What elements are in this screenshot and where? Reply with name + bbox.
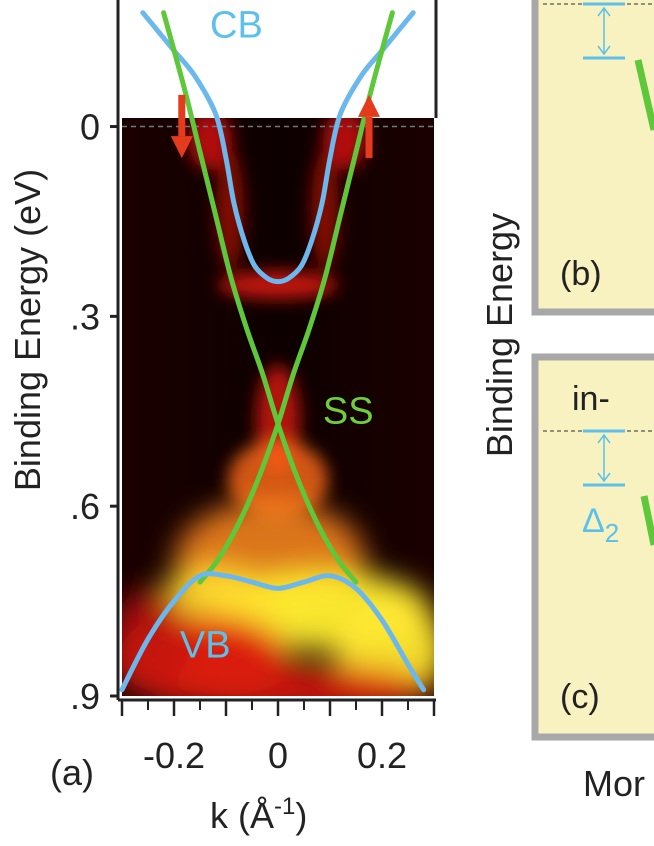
panel-b-gap-arrow-up-icon <box>597 6 611 17</box>
panel-b-label: (b) <box>560 255 602 293</box>
x-tick-label: -0.2 <box>143 735 205 776</box>
panel-b: (b) <box>531 0 654 316</box>
x-tick-label: 0.2 <box>357 735 407 776</box>
x-axis-label-main: k (Å <box>210 795 274 836</box>
panel-b-gap-arrow-down-icon <box>597 45 611 56</box>
annotation-ss: SS <box>323 390 374 432</box>
x-axis-label-sup: -1 <box>274 793 295 820</box>
y-tick-label: 0 <box>80 107 100 148</box>
bottom-right-text: Mor <box>583 763 645 804</box>
panel-a-label: (a) <box>50 752 94 793</box>
x-axis-label: k (Å-1) <box>210 793 307 836</box>
panel-c-text-in: in- <box>572 380 610 418</box>
band-ss-1-curve <box>161 10 359 585</box>
y-axis-label: Binding Energy (eV) <box>7 169 48 491</box>
y-tick-label: .6 <box>70 486 100 527</box>
panel-c-delta-symbol: Δ <box>582 502 605 540</box>
x-tick-label: 0 <box>268 735 288 776</box>
spin-arrows <box>170 94 380 159</box>
spin-arrow-up-icon <box>358 94 380 159</box>
panel-b-box <box>531 0 654 316</box>
spin-arrow-down-icon <box>170 94 193 159</box>
y-tick-label: .3 <box>70 296 100 337</box>
band-cb-curve <box>140 10 416 285</box>
band-annotations: CB SS VB <box>180 4 374 666</box>
panel-c-box <box>531 353 654 741</box>
panel-b-ss-line <box>634 59 654 131</box>
annotation-cb: CB <box>210 4 263 46</box>
panel-c: in- Δ2 (c) <box>531 353 654 741</box>
band-vb-curve <box>119 571 427 693</box>
right-y-axis-label: Binding Energy <box>479 213 520 457</box>
annotation-vb: VB <box>180 624 231 666</box>
band-curves <box>119 10 427 693</box>
panel-a-axes: 0 .3 .6 .9 -0.2 0 0.2 <box>70 0 438 776</box>
x-axis-label-suffix: ) <box>295 795 307 836</box>
panel-c-label: (c) <box>560 678 600 716</box>
y-tick-label: .9 <box>70 676 100 717</box>
band-ss-2-curve <box>197 10 395 585</box>
panel-c-ss-line <box>640 495 654 546</box>
panel-c-gap-arrow-up-icon <box>597 433 611 444</box>
panel-c-delta: Δ2 <box>582 502 619 548</box>
panel-c-gap-arrow-down-icon <box>597 472 611 483</box>
arpes-intensity-map <box>122 118 434 696</box>
panel-c-delta-subscript: 2 <box>605 518 619 548</box>
